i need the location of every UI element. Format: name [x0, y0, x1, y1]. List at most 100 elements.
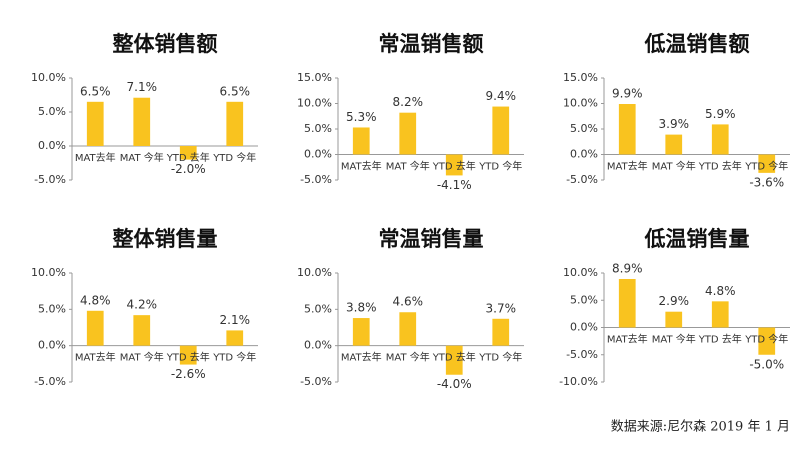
bar	[665, 311, 683, 328]
y-tick-label: 10.0%	[563, 97, 598, 110]
value-label: 4.8%	[80, 293, 111, 307]
bar	[133, 97, 151, 146]
value-label: -5.0%	[749, 357, 784, 371]
bar	[758, 327, 776, 355]
chart-title: 整体销售额	[113, 32, 218, 56]
y-tick-label: 5.0%	[304, 122, 332, 135]
value-label: 4.8%	[705, 284, 736, 298]
value-label: 9.4%	[486, 89, 517, 103]
bar	[618, 278, 636, 328]
chart-title: 整体销售量	[113, 227, 218, 251]
y-tick-label: 0.0%	[304, 148, 332, 161]
y-tick-label: 5.0%	[38, 105, 66, 118]
y-tick-label: -5.0%	[34, 375, 66, 388]
x-tick-label: YTD 今年	[744, 333, 788, 346]
bar	[352, 127, 370, 155]
bar	[352, 318, 370, 346]
x-tick-label: YTD 今年	[744, 160, 788, 173]
bar	[86, 101, 104, 146]
y-tick-label: 10.0%	[297, 266, 332, 279]
x-tick-label: MAT去年	[607, 160, 648, 173]
x-tick-label: YTD 今年	[478, 160, 522, 173]
bar	[445, 154, 463, 176]
value-label: -3.6%	[749, 175, 784, 189]
x-tick-label: MAT 今年	[386, 351, 430, 364]
y-tick-label: -5.0%	[34, 173, 66, 186]
x-tick-label: MAT去年	[75, 151, 116, 164]
bar	[492, 318, 510, 346]
x-tick-label: MAT 今年	[120, 351, 164, 364]
x-tick-label: MAT 今年	[120, 151, 164, 164]
x-tick-label: YTD 去年	[698, 160, 742, 173]
y-tick-label: 0.0%	[38, 339, 66, 352]
bar	[226, 101, 244, 146]
bar	[445, 345, 463, 375]
chart-title: 常温销售额	[379, 32, 484, 56]
bar	[86, 310, 104, 346]
y-tick-label: 15.0%	[297, 71, 332, 84]
value-label: 3.8%	[346, 301, 377, 315]
x-tick-label: YTD 去年	[432, 351, 476, 364]
y-tick-label: 0.0%	[304, 339, 332, 352]
bar	[618, 104, 636, 155]
y-tick-label: 10.0%	[563, 266, 598, 279]
value-label: -4.1%	[437, 178, 472, 192]
x-tick-label: YTD 去年	[698, 333, 742, 346]
value-label: 8.9%	[612, 261, 643, 275]
value-label: -2.0%	[171, 162, 206, 176]
value-label: 8.2%	[393, 95, 424, 109]
value-label: 6.5%	[220, 84, 251, 98]
x-tick-label: YTD 去年	[432, 160, 476, 173]
bar	[399, 112, 417, 155]
value-label: 4.6%	[393, 295, 424, 309]
bar	[179, 146, 197, 160]
chart-title: 低温销售额	[644, 32, 750, 56]
y-tick-label: 0.0%	[570, 148, 598, 161]
value-label: 2.9%	[659, 294, 690, 308]
value-label: -4.0%	[437, 377, 472, 391]
chart-title: 低温销售量	[644, 227, 750, 251]
value-label: 3.7%	[486, 301, 517, 315]
source-note: 数据来源:尼尔森 2019 年 1 月	[611, 420, 790, 435]
bar	[399, 312, 417, 346]
x-tick-label: MAT 今年	[652, 333, 696, 346]
value-label: 5.9%	[705, 107, 736, 121]
x-tick-label: YTD 今年	[478, 351, 522, 364]
x-tick-label: MAT去年	[341, 351, 382, 364]
value-label: 9.9%	[612, 87, 643, 101]
y-tick-label: -5.0%	[566, 173, 598, 186]
bar	[711, 124, 729, 155]
y-tick-label: 5.0%	[38, 302, 66, 315]
y-tick-label: 5.0%	[570, 122, 598, 135]
x-tick-label: MAT 今年	[652, 160, 696, 173]
value-label: 5.3%	[346, 110, 377, 124]
value-label: 6.5%	[80, 84, 111, 98]
y-tick-label: 0.0%	[38, 139, 66, 152]
chart-title: 常温销售量	[379, 227, 484, 251]
value-label: 4.2%	[127, 298, 158, 312]
x-tick-label: YTD 今年	[212, 151, 256, 164]
x-tick-label: YTD 今年	[212, 351, 256, 364]
y-tick-label: -5.0%	[566, 348, 598, 361]
bar	[758, 154, 776, 173]
bar	[492, 106, 510, 155]
y-tick-label: -5.0%	[300, 375, 332, 388]
x-tick-label: MAT去年	[341, 160, 382, 173]
bar	[711, 301, 729, 328]
bar	[226, 330, 244, 346]
value-label: 7.1%	[127, 80, 158, 94]
x-tick-label: YTD 去年	[166, 151, 210, 164]
bar	[179, 345, 197, 365]
value-label: 3.9%	[659, 117, 690, 131]
y-tick-label: 0.0%	[570, 321, 598, 334]
y-tick-label: -5.0%	[300, 173, 332, 186]
y-tick-label: 5.0%	[570, 293, 598, 306]
bar	[665, 134, 683, 155]
x-tick-label: MAT 今年	[386, 160, 430, 173]
y-tick-label: 10.0%	[31, 71, 66, 84]
value-label: -2.6%	[171, 367, 206, 381]
x-tick-label: MAT去年	[607, 333, 648, 346]
x-tick-label: YTD 去年	[166, 351, 210, 364]
